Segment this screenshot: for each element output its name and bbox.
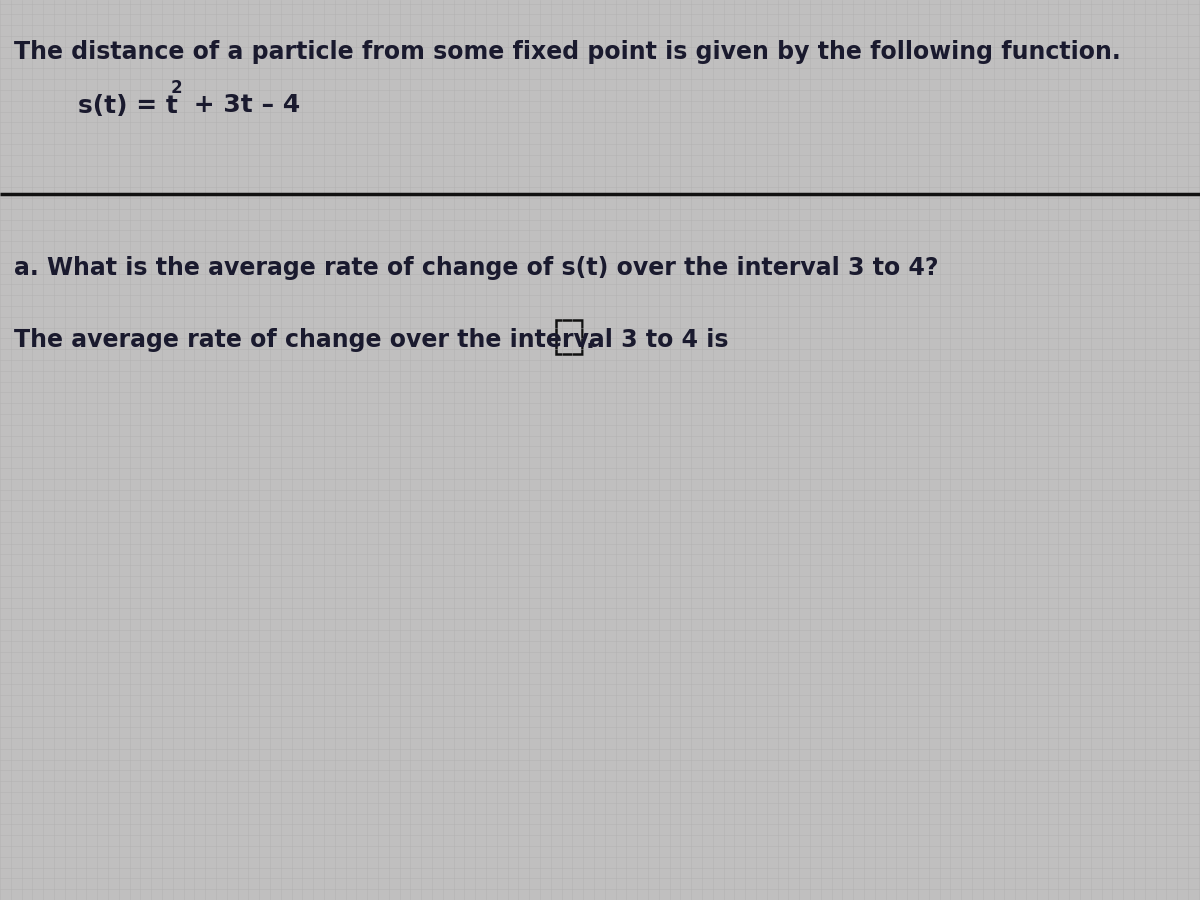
Text: s(t) = t: s(t) = t [78,94,178,118]
Text: a. What is the average rate of change of s(t) over the interval 3 to 4?: a. What is the average rate of change of… [14,256,938,281]
Bar [556,320,582,355]
Text: The average rate of change over the interval 3 to 4 is: The average rate of change over the inte… [14,328,737,353]
Text: 2: 2 [172,78,182,96]
Text: + 3t – 4: + 3t – 4 [186,94,301,118]
Text: .: . [586,328,594,353]
Text: The distance of a particle from some fixed point is given by the following funct: The distance of a particle from some fix… [14,40,1121,65]
